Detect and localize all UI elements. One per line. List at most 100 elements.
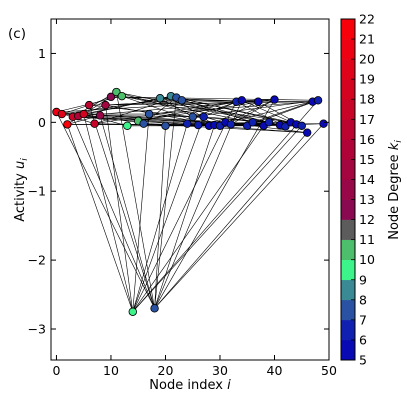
colorbar-segments	[341, 19, 355, 361]
node-point-23	[177, 96, 187, 105]
x-axis-label-text: Node index	[149, 378, 223, 393]
colorbar-label-sub: i	[394, 140, 404, 143]
network-edge-17	[154, 124, 215, 309]
network-edge-20	[154, 132, 308, 309]
network-edge-94	[143, 97, 177, 124]
node-point-19	[155, 94, 165, 103]
colorbar-segment-16	[341, 119, 355, 140]
colorbar-segment-20	[341, 39, 355, 60]
network-edge-13	[99, 115, 155, 309]
x-tick-label-50: 50	[321, 363, 337, 378]
colorbar-segment-5	[341, 339, 355, 361]
colorbar-tick-label-11: 11	[359, 232, 375, 247]
network-edge-9	[132, 100, 319, 312]
node-point-48	[313, 96, 323, 105]
colorbar: 5 6 7 8 9 10 11 12 13 14 15 16 17 18 19 20 21 22	[340, 12, 375, 368]
x-tick-label-0: 0	[52, 363, 60, 378]
colorbar-segment-13	[341, 179, 355, 200]
network-edge-8	[132, 125, 302, 312]
colorbar-tick-label-7: 7	[359, 312, 367, 327]
node-point-24	[183, 119, 192, 128]
colorbar-segment-7	[341, 299, 355, 321]
colorbar-segment-15	[341, 139, 355, 160]
colorbar-segment-21	[341, 19, 355, 40]
network-edge-77	[252, 101, 313, 123]
y-axis-ticks: 1 0 −1 −2 −3	[28, 46, 329, 337]
network-edge-5	[132, 116, 204, 312]
network-edge-15	[154, 125, 166, 309]
x-tick-label-30: 30	[212, 363, 228, 378]
colorbar-segment-9	[341, 259, 355, 281]
node-point-14	[128, 307, 137, 316]
network-edge-1	[83, 113, 134, 312]
x-tick-label-20: 20	[158, 363, 174, 378]
colorbar-tick-label-10: 10	[359, 252, 375, 267]
colorbar-tick-label-16: 16	[359, 132, 375, 147]
y-tick-label-1: 1	[38, 46, 46, 61]
network-edge-63	[149, 101, 313, 115]
network-edges	[56, 91, 324, 312]
network-edge-6	[132, 101, 237, 312]
colorbar-segment-17	[341, 99, 355, 120]
network-edge-2	[105, 105, 134, 312]
y-tick-label--1: −1	[28, 184, 46, 199]
network-edge-103	[230, 99, 275, 125]
network-edge-33	[110, 96, 319, 101]
colorbar-tick-label-15: 15	[359, 152, 375, 167]
network-edge-16	[154, 97, 177, 309]
network-edge-46	[209, 125, 308, 133]
y-axis-label: Activity ui	[13, 158, 30, 222]
node-point-5	[79, 109, 88, 119]
plot-frame	[50, 18, 330, 361]
network-edge-100	[203, 101, 237, 118]
network-edge-11	[72, 116, 155, 309]
network-edge-91	[105, 99, 182, 106]
colorbar-tick-label-14: 14	[359, 172, 375, 187]
node-point-18	[150, 304, 159, 313]
network-edge-3	[132, 114, 150, 312]
colorbar-tick-label-17: 17	[359, 112, 375, 127]
network-edge-88	[78, 97, 161, 117]
colorbar-segment-19	[341, 59, 355, 80]
colorbar-ticks: 5 6 7 8 9 10 11 12 13 14 15 16 17 18 19 20 21 22	[351, 12, 375, 368]
network-edge-81	[61, 104, 90, 115]
colorbar-tick-label-20: 20	[359, 52, 375, 67]
network-edge-101	[208, 101, 259, 127]
network-nodes	[52, 87, 328, 316]
node-point-16	[139, 119, 148, 128]
colorbar-tick-label-6: 6	[359, 332, 367, 347]
network-edge-93	[138, 101, 237, 122]
colorbar-segment-8	[341, 279, 355, 301]
colorbar-label: Node Degree ki	[387, 140, 404, 240]
node-point-34	[237, 96, 246, 105]
colorbar-segment-11	[341, 219, 355, 240]
node-point-36	[248, 118, 257, 127]
network-edge-58	[116, 91, 231, 125]
network-edge-10	[56, 111, 155, 309]
colorbar-tick-label-22: 22	[359, 12, 375, 27]
colorbar-tick-label-5: 5	[359, 353, 367, 368]
colorbar-segment-12	[341, 199, 355, 220]
colorbar-segment-14	[341, 159, 355, 180]
network-edge-95	[159, 97, 193, 118]
panel-label: (c)	[8, 26, 26, 42]
x-axis-ticks: 0 10 20 30 40 50	[52, 19, 337, 378]
y-axis-label-text: Activity	[13, 173, 28, 222]
y-axis-label-sub: i	[20, 158, 30, 161]
colorbar-segment-18	[341, 79, 355, 100]
node-point-1	[57, 109, 67, 119]
network-edge-12	[88, 105, 155, 309]
node-point-17	[144, 109, 154, 119]
x-axis-label-var: i	[227, 378, 231, 393]
node-point-39	[264, 118, 274, 127]
colorbar-label-text: Node Degree	[387, 154, 402, 239]
y-tick-label--3: −3	[28, 322, 46, 337]
y-axis-label-var: u	[13, 161, 28, 169]
node-point-46	[302, 128, 312, 137]
node-point-7	[90, 119, 99, 128]
colorbar-label-var: k	[387, 142, 402, 150]
network-edge-18	[154, 100, 243, 309]
y-tick-label--2: −2	[28, 253, 46, 268]
